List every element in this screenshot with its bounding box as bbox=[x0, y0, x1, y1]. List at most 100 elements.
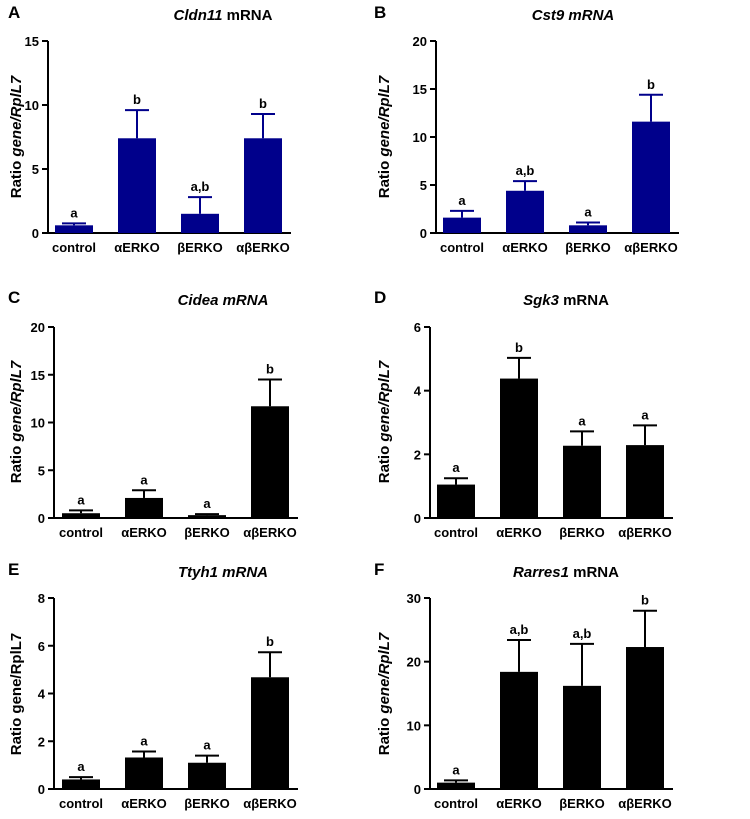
panel-d-sig-label-3: a bbox=[641, 407, 649, 422]
panel-f-category-label-0: control bbox=[434, 796, 478, 811]
panel-c-y-axis-label-prefix: Ratio bbox=[8, 442, 25, 484]
panel-c-category-label-3: αβERKO bbox=[243, 525, 297, 540]
panel-b-y-axis-label: Ratio gene/RplL7 bbox=[376, 75, 393, 198]
panel-d-title-suffix: mRNA bbox=[559, 292, 609, 309]
panel-f-title-gene: Rarres1 bbox=[513, 564, 569, 581]
panel-d-category-label-3: αβERKO bbox=[618, 525, 672, 540]
panel-e-title: Ttyh1 mRNA bbox=[178, 564, 268, 581]
panel-b-category-label-1: αERKO bbox=[502, 240, 548, 255]
panel-c-category-label-0: control bbox=[59, 525, 103, 540]
panel-d-category-label-0: control bbox=[434, 525, 478, 540]
panel-a-title: Cldn11 mRNA bbox=[174, 7, 273, 24]
panel-e-sig-label-2: a bbox=[203, 738, 211, 753]
panel-e-y-tick-label-2: 4 bbox=[38, 687, 46, 702]
panel-f-title-suffix: mRNA bbox=[569, 564, 619, 581]
panel-e-y-tick-label-3: 6 bbox=[38, 639, 45, 654]
panel-e-sig-label-3: b bbox=[266, 634, 274, 649]
panel-c-y-tick-label-0: 0 bbox=[38, 511, 45, 526]
panel-e-category-label-1: αERKO bbox=[121, 796, 167, 811]
panel-f-title: Rarres1 mRNA bbox=[513, 564, 619, 581]
panel-d-y-tick-label-1: 2 bbox=[414, 447, 421, 462]
panel-b-y-tick-label-2: 10 bbox=[413, 130, 427, 145]
panel-b-title: Cst9 mRNA bbox=[532, 7, 615, 24]
panel-c-bar-2 bbox=[188, 515, 226, 518]
panel-e-bar-0 bbox=[62, 779, 100, 789]
panel-a-title-suffix: mRNA bbox=[222, 7, 272, 24]
panel-c-category-label-2: βERKO bbox=[184, 525, 230, 540]
panel-b-category-label-2: βERKO bbox=[565, 240, 611, 255]
panel-b-y-axis-label-prefix: Ratio bbox=[376, 157, 393, 199]
panel-c-title: Cidea mRNA bbox=[178, 292, 269, 309]
panel-b-bar-2 bbox=[569, 225, 607, 233]
panel-c-y-axis-label-gene: gene/RplL7 bbox=[8, 360, 25, 443]
panel-b-bar-0 bbox=[443, 217, 481, 233]
panel-b-bar-3 bbox=[632, 121, 670, 233]
panel-f-y-tick-label-3: 30 bbox=[407, 591, 421, 606]
panel-e-category-label-3: αβERKO bbox=[243, 796, 297, 811]
panel-e-category-label-0: control bbox=[59, 796, 103, 811]
panel-a-y-tick-label-2: 10 bbox=[25, 98, 39, 113]
panel-e-y-axis-label: Ratio gene/RplL7 bbox=[8, 633, 25, 756]
panel-b-category-label-0: control bbox=[440, 240, 484, 255]
panel-c-bar-3 bbox=[251, 406, 289, 518]
panel-a-bar-0 bbox=[55, 225, 93, 233]
panel-b-y-axis-label-gene: gene/RplL7 bbox=[376, 75, 393, 158]
panel-c-y-tick-label-3: 15 bbox=[31, 368, 45, 383]
panel-d-bar-2 bbox=[563, 445, 601, 518]
panel-e-sig-label-0: a bbox=[77, 759, 85, 774]
panel-d-sig-label-0: a bbox=[452, 460, 460, 475]
panel-c-category-label-1: αERKO bbox=[121, 525, 167, 540]
panel-a-y-axis-label: Ratio gene/RplL7 bbox=[8, 75, 25, 198]
panel-d-y-tick-label-2: 4 bbox=[414, 384, 422, 399]
panel-a-category-label-3: αβERKO bbox=[236, 240, 290, 255]
panel-e-bar-3 bbox=[251, 677, 289, 789]
panel-f-sig-label-1: a,b bbox=[510, 622, 529, 637]
panel-f-y-axis-label: Ratio gene/RplL7 bbox=[376, 632, 393, 755]
panel-b-sig-label-3: b bbox=[647, 77, 655, 92]
panel-e-sig-label-1: a bbox=[140, 734, 148, 749]
panel-b-y-tick-label-4: 20 bbox=[413, 34, 427, 49]
panel-c-sig-label-0: a bbox=[77, 492, 85, 507]
panel-a-y-tick-label-1: 5 bbox=[32, 162, 39, 177]
panel-b-sig-label-0: a bbox=[458, 193, 466, 208]
panel-b-letter: B bbox=[374, 3, 386, 22]
panel-d-title: Sgk3 mRNA bbox=[523, 292, 609, 309]
panel-a-sig-label-1: b bbox=[133, 92, 141, 107]
panel-c-sig-label-1: a bbox=[140, 472, 148, 487]
panel-a-bar-3 bbox=[244, 138, 282, 233]
panel-a-category-label-1: αERKO bbox=[114, 240, 160, 255]
panel-a-sig-label-2: a,b bbox=[191, 179, 210, 194]
panel-b-y-tick-label-0: 0 bbox=[420, 226, 427, 241]
panel-e-y-tick-label-1: 2 bbox=[38, 734, 45, 749]
panel-c-title-gene: Cidea mRNA bbox=[178, 292, 269, 309]
panel-a-letter: A bbox=[8, 3, 20, 22]
panel-b-category-label-3: αβERKO bbox=[624, 240, 678, 255]
panel-f-category-label-3: αβERKO bbox=[618, 796, 672, 811]
panel-f-category-label-1: αERKO bbox=[496, 796, 542, 811]
panel-d-sig-label-1: b bbox=[515, 340, 523, 355]
panel-d-y-tick-label-0: 0 bbox=[414, 511, 421, 526]
panel-a-category-label-0: control bbox=[52, 240, 96, 255]
panel-a-y-axis-label-gene: gene/RplL7 bbox=[8, 75, 25, 158]
panel-f-bar-2 bbox=[563, 685, 601, 789]
panel-a-y-tick-label-0: 0 bbox=[32, 226, 39, 241]
panel-d-y-axis-label: Ratio gene/RplL7 bbox=[376, 360, 393, 483]
panel-f-sig-label-2: a,b bbox=[573, 626, 592, 641]
panel-d-bar-3 bbox=[626, 445, 664, 518]
panel-b-bar-1 bbox=[506, 190, 544, 233]
panel-c-bar-0 bbox=[62, 513, 100, 518]
panel-e-bar-1 bbox=[125, 757, 163, 789]
panel-c-y-tick-label-4: 20 bbox=[31, 320, 45, 335]
panel-f-y-axis-label-gene: gene/RplL7 bbox=[376, 632, 393, 715]
panel-e-letter: E bbox=[8, 560, 19, 579]
panel-c-sig-label-3: b bbox=[266, 362, 274, 377]
panel-f-y-axis-label-prefix: Ratio bbox=[376, 714, 393, 756]
panel-f-sig-label-0: a bbox=[452, 762, 460, 777]
panel-c-y-tick-label-1: 5 bbox=[38, 463, 45, 478]
panel-c-bar-1 bbox=[125, 497, 163, 518]
panel-c-letter: C bbox=[8, 288, 20, 307]
panel-c-y-tick-label-2: 10 bbox=[31, 416, 45, 431]
panel-f-y-tick-label-0: 0 bbox=[414, 782, 421, 797]
panel-f-y-tick-label-1: 10 bbox=[407, 718, 421, 733]
